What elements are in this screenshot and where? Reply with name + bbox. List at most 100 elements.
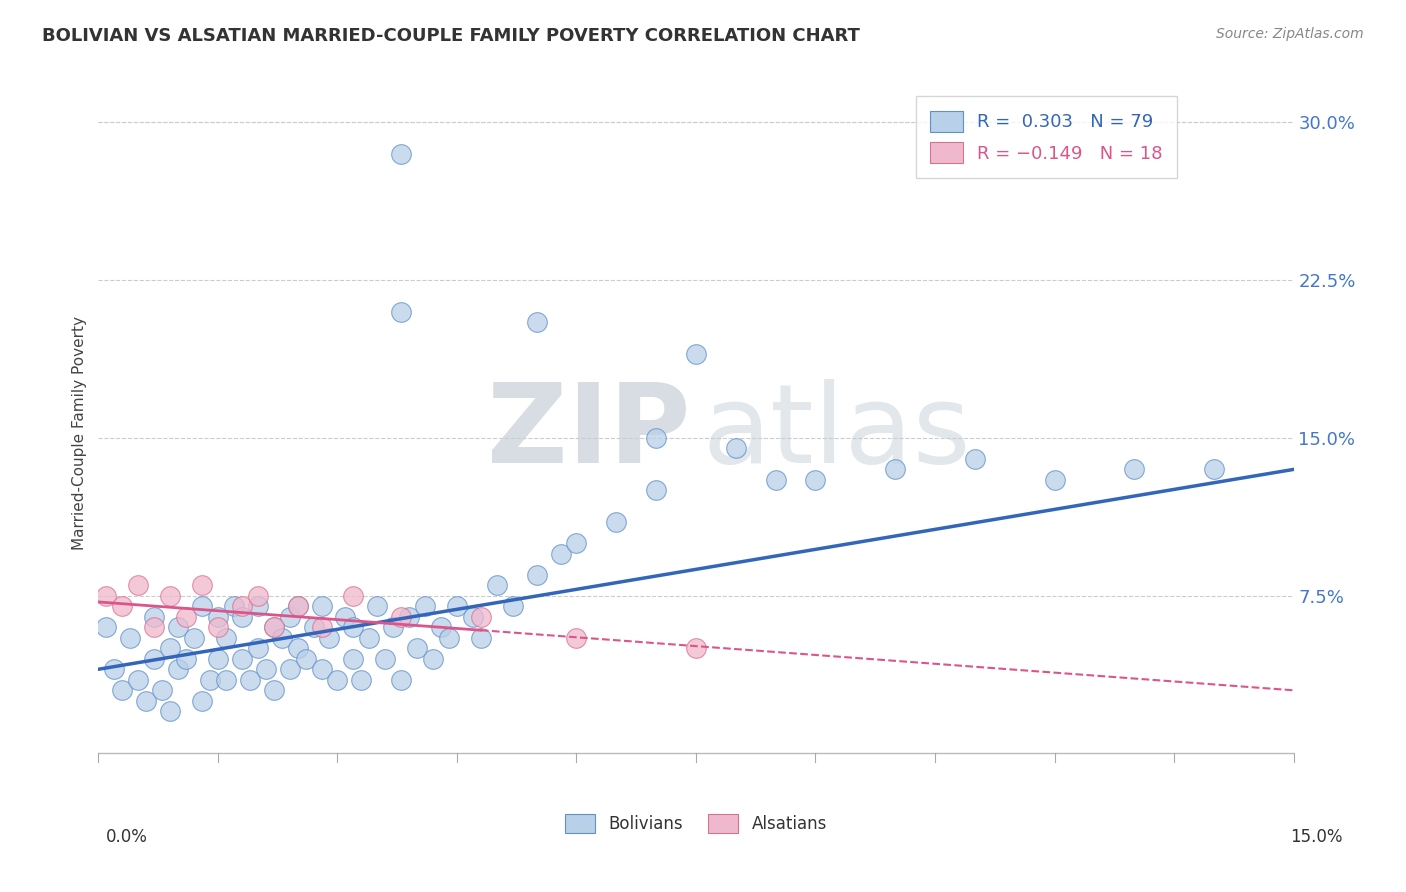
- Point: [550, 547, 572, 561]
- Point: [143, 652, 166, 666]
- Point: [159, 589, 181, 603]
- Point: [485, 578, 508, 592]
- Point: [254, 662, 277, 676]
- Point: [135, 694, 157, 708]
- Point: [398, 609, 420, 624]
- Point: [191, 578, 214, 592]
- Point: [207, 652, 229, 666]
- Point: [278, 662, 301, 676]
- Point: [389, 609, 412, 624]
- Point: [413, 599, 436, 614]
- Point: [565, 536, 588, 550]
- Point: [502, 599, 524, 614]
- Point: [1123, 462, 1146, 476]
- Text: ZIP: ZIP: [486, 379, 690, 486]
- Point: [565, 631, 588, 645]
- Point: [207, 620, 229, 634]
- Text: BOLIVIAN VS ALSATIAN MARRIED-COUPLE FAMILY POVERTY CORRELATION CHART: BOLIVIAN VS ALSATIAN MARRIED-COUPLE FAMI…: [42, 27, 860, 45]
- Point: [278, 609, 301, 624]
- Point: [311, 599, 333, 614]
- Point: [96, 589, 118, 603]
- Point: [127, 578, 149, 592]
- Point: [294, 652, 316, 666]
- Point: [765, 473, 787, 487]
- Point: [159, 641, 181, 656]
- Point: [685, 347, 707, 361]
- Point: [645, 483, 668, 498]
- Point: [382, 620, 405, 634]
- Point: [198, 673, 221, 687]
- Point: [605, 515, 627, 529]
- Point: [724, 442, 747, 456]
- Point: [470, 609, 492, 624]
- Point: [120, 631, 142, 645]
- Point: [389, 673, 412, 687]
- Point: [884, 462, 907, 476]
- Point: [287, 599, 309, 614]
- Text: atlas: atlas: [702, 379, 970, 486]
- Point: [174, 609, 197, 624]
- Point: [270, 631, 292, 645]
- Point: [159, 704, 181, 718]
- Point: [263, 620, 285, 634]
- Point: [389, 304, 412, 318]
- Point: [207, 609, 229, 624]
- Point: [222, 599, 245, 614]
- Point: [96, 620, 118, 634]
- Point: [246, 589, 269, 603]
- Point: [366, 599, 388, 614]
- Point: [389, 147, 412, 161]
- Point: [231, 609, 253, 624]
- Point: [231, 599, 253, 614]
- Point: [143, 620, 166, 634]
- Text: 0.0%: 0.0%: [105, 828, 148, 846]
- Point: [215, 631, 238, 645]
- Point: [263, 683, 285, 698]
- Point: [963, 451, 986, 466]
- Point: [526, 315, 548, 329]
- Point: [1202, 462, 1225, 476]
- Point: [231, 652, 253, 666]
- Point: [437, 631, 460, 645]
- Point: [685, 641, 707, 656]
- Point: [287, 641, 309, 656]
- Point: [191, 599, 214, 614]
- Point: [804, 473, 827, 487]
- Point: [470, 631, 492, 645]
- Point: [326, 673, 349, 687]
- Point: [215, 673, 238, 687]
- Legend: Bolivians, Alsatians: Bolivians, Alsatians: [558, 807, 834, 840]
- Point: [318, 631, 340, 645]
- Point: [191, 694, 214, 708]
- Point: [287, 599, 309, 614]
- Point: [183, 631, 205, 645]
- Point: [359, 631, 381, 645]
- Point: [1043, 473, 1066, 487]
- Point: [239, 673, 262, 687]
- Y-axis label: Married-Couple Family Poverty: Married-Couple Family Poverty: [72, 316, 87, 549]
- Point: [246, 641, 269, 656]
- Point: [645, 431, 668, 445]
- Point: [174, 652, 197, 666]
- Point: [374, 652, 396, 666]
- Point: [430, 620, 453, 634]
- Point: [143, 609, 166, 624]
- Point: [111, 683, 134, 698]
- Point: [103, 662, 125, 676]
- Point: [127, 673, 149, 687]
- Point: [422, 652, 444, 666]
- Point: [342, 620, 364, 634]
- Point: [167, 620, 190, 634]
- Point: [167, 662, 190, 676]
- Point: [150, 683, 173, 698]
- Point: [342, 652, 364, 666]
- Text: Source: ZipAtlas.com: Source: ZipAtlas.com: [1216, 27, 1364, 41]
- Point: [335, 609, 357, 624]
- Point: [302, 620, 325, 634]
- Point: [526, 567, 548, 582]
- Point: [342, 589, 364, 603]
- Point: [461, 609, 484, 624]
- Point: [350, 673, 373, 687]
- Point: [406, 641, 429, 656]
- Point: [446, 599, 468, 614]
